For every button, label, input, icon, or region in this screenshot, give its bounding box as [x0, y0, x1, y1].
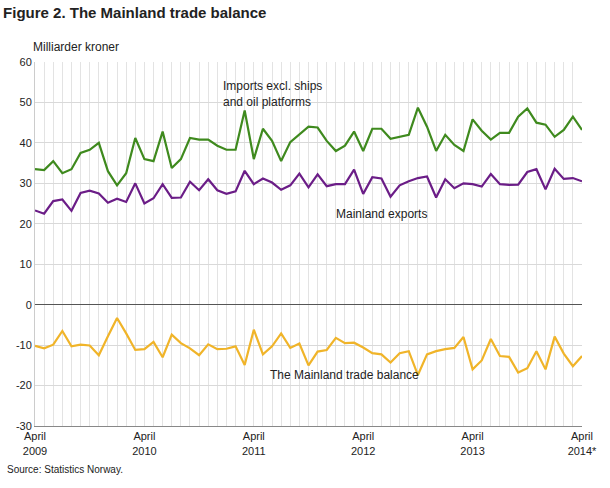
svg-text:April2010: April2010 [132, 430, 156, 456]
svg-text:Figure 2. The Mainland trade b: Figure 2. The Mainland trade balance [3, 4, 266, 21]
svg-text:40: 40 [20, 137, 32, 149]
svg-text:50: 50 [20, 96, 32, 108]
svg-text:April2013: April2013 [460, 430, 484, 456]
svg-text:Source: Statistics Norway.: Source: Statistics Norway. [7, 464, 123, 475]
svg-text:-20: -20 [16, 379, 32, 391]
svg-text:April2014*: April2014* [568, 430, 597, 456]
svg-text:10: 10 [20, 258, 32, 270]
svg-text:April2012: April2012 [351, 430, 375, 456]
svg-text:Mainland exports: Mainland exports [336, 207, 427, 221]
svg-text:Milliarder kroner: Milliarder kroner [33, 40, 119, 54]
svg-text:30: 30 [20, 177, 32, 189]
svg-text:April2011: April2011 [242, 430, 266, 456]
svg-text:The Mainland trade balance: The Mainland trade balance [270, 368, 419, 382]
svg-text:0: 0 [26, 299, 32, 311]
svg-text:-10: -10 [16, 339, 32, 351]
svg-text:Imports excl. shipsand oil pla: Imports excl. shipsand oil platforms [223, 79, 322, 109]
svg-text:April2009: April2009 [23, 430, 47, 456]
svg-text:-30: -30 [16, 420, 32, 432]
svg-text:20: 20 [20, 218, 32, 230]
svg-text:60: 60 [20, 56, 32, 68]
